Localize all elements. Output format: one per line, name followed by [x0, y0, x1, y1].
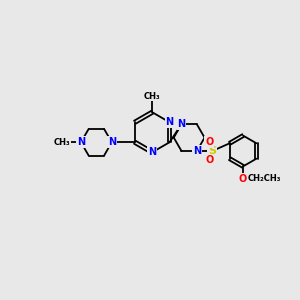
Text: CH₃: CH₃ [53, 138, 70, 147]
Text: N: N [108, 137, 116, 147]
Text: N: N [148, 147, 156, 157]
Text: N: N [193, 146, 201, 156]
Text: N: N [77, 137, 85, 147]
Text: O: O [205, 137, 213, 147]
Text: S: S [208, 146, 216, 156]
Text: CH₃: CH₃ [144, 92, 160, 100]
Text: N: N [166, 117, 174, 127]
Text: O: O [205, 155, 213, 165]
Text: N: N [177, 119, 185, 129]
Text: CH₂CH₃: CH₂CH₃ [248, 174, 281, 183]
Text: O: O [239, 174, 247, 184]
